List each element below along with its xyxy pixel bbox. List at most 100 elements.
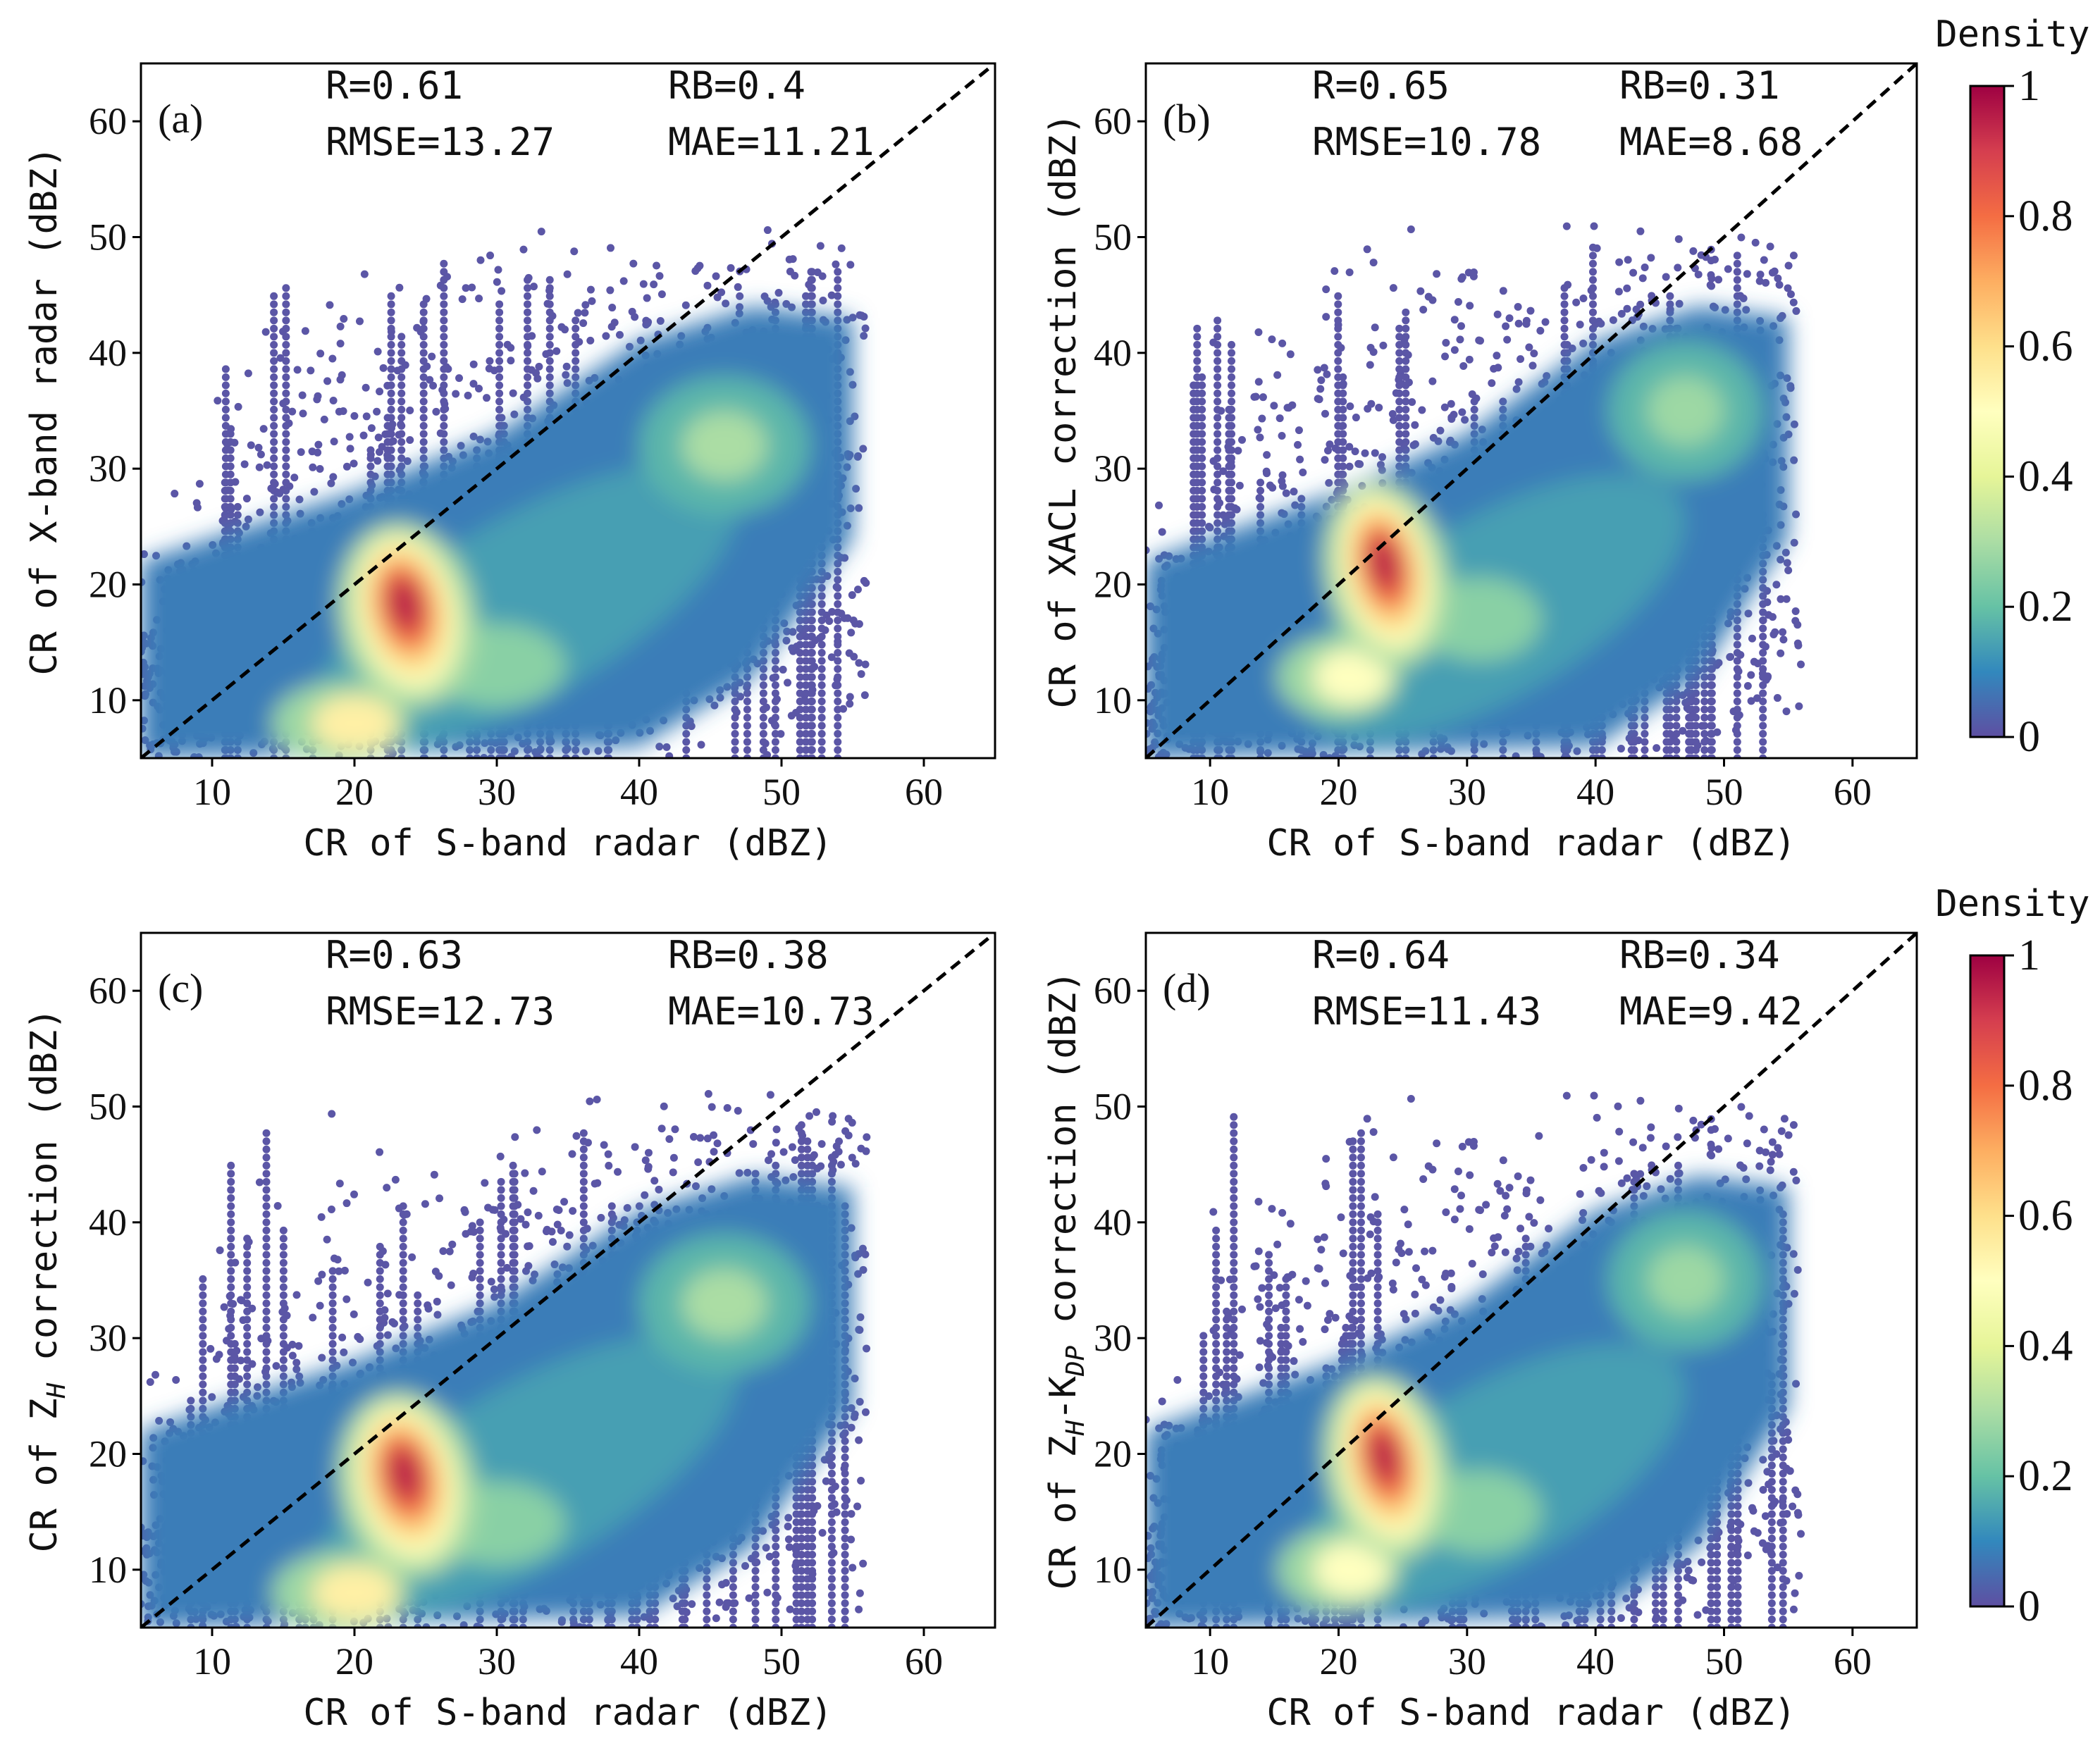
scatter-point bbox=[1322, 313, 1330, 321]
scatter-point bbox=[1447, 1284, 1456, 1293]
scatter-point bbox=[1514, 378, 1523, 386]
scatter-point bbox=[395, 283, 404, 292]
scatter-point bbox=[475, 385, 483, 393]
x-tick-label: 10 bbox=[193, 771, 231, 813]
scatter-point bbox=[1786, 382, 1795, 390]
scatter-point bbox=[1321, 409, 1329, 418]
scatter-point bbox=[141, 550, 148, 559]
scatter-point bbox=[593, 1096, 601, 1104]
scatter-point bbox=[827, 291, 836, 299]
scatter-point bbox=[710, 1148, 718, 1156]
scatter-point bbox=[510, 410, 519, 419]
scatter-point bbox=[1321, 1325, 1329, 1334]
y-tick-label: 60 bbox=[89, 100, 127, 142]
scatter-point bbox=[1411, 1309, 1419, 1318]
scatter-point bbox=[1323, 1315, 1332, 1324]
scatter-point bbox=[1286, 350, 1295, 359]
scatter-point bbox=[328, 1110, 336, 1118]
scatter-point bbox=[639, 280, 648, 288]
scatter-point bbox=[791, 1156, 799, 1165]
scatter-point bbox=[256, 508, 264, 516]
scatter-point bbox=[1772, 581, 1781, 589]
scatter-point bbox=[860, 332, 868, 340]
scatter-point bbox=[669, 1594, 677, 1603]
scatter-point bbox=[763, 297, 772, 305]
x-tick-label: 20 bbox=[335, 1640, 373, 1683]
scatter-point bbox=[1367, 399, 1376, 408]
scatter-point bbox=[615, 330, 624, 339]
scatter-point bbox=[292, 1365, 301, 1373]
scatter-point bbox=[1389, 1285, 1397, 1294]
scatter-point bbox=[299, 409, 307, 418]
scatter-point bbox=[1235, 481, 1244, 490]
scatter-point bbox=[1689, 1116, 1698, 1125]
scatter-point bbox=[1418, 406, 1426, 414]
scatter-point bbox=[338, 1333, 347, 1342]
scatter-point bbox=[1541, 318, 1550, 326]
scatter-point bbox=[840, 614, 848, 622]
scatter-point bbox=[1797, 1530, 1805, 1538]
scatter-point bbox=[827, 653, 836, 662]
x-tick-label: 30 bbox=[478, 771, 516, 813]
density-peak-main-ring bbox=[387, 577, 423, 632]
y-axis-label: CR of XACL correction (dBZ) bbox=[1042, 113, 1085, 708]
scatter-point bbox=[562, 362, 571, 371]
stat-rb: RB=0.31 bbox=[1619, 63, 1780, 108]
scatter-point bbox=[406, 407, 414, 415]
scatter-point bbox=[534, 1211, 543, 1220]
panel-label: (a) bbox=[158, 96, 203, 142]
scatter-point bbox=[1774, 1144, 1782, 1152]
scatter-point bbox=[1615, 1127, 1624, 1136]
scatter-point bbox=[1797, 660, 1805, 669]
scatter-point bbox=[476, 256, 485, 264]
scatter-point bbox=[1488, 379, 1496, 388]
scatter-point bbox=[855, 1436, 863, 1444]
scatter-point bbox=[383, 1184, 391, 1192]
scatter-point bbox=[1710, 255, 1719, 264]
scatter-point bbox=[1388, 1280, 1397, 1288]
scatter-point bbox=[1371, 1193, 1379, 1201]
scatter-point bbox=[766, 1091, 774, 1099]
scatter-point bbox=[424, 1301, 432, 1310]
scatter-point bbox=[818, 272, 827, 280]
scatter-point bbox=[1321, 1279, 1329, 1287]
scatter-point bbox=[1330, 267, 1339, 275]
stat-mae: MAE=8.68 bbox=[1619, 120, 1803, 164]
axes-frame bbox=[1144, 62, 1918, 760]
scatter-point bbox=[1235, 1351, 1244, 1359]
y-axis-label: CR of X-band radar (dBZ) bbox=[23, 146, 66, 675]
scatter-point bbox=[1466, 1171, 1474, 1179]
scatter-point bbox=[1296, 455, 1304, 464]
scatter-point bbox=[1411, 421, 1419, 429]
scatter-point bbox=[517, 1215, 525, 1223]
scatter-point bbox=[1590, 1091, 1598, 1100]
scatter-point bbox=[1736, 1161, 1745, 1170]
scatter-point bbox=[1441, 352, 1450, 361]
scatter-point bbox=[1793, 639, 1802, 648]
scatter-point bbox=[854, 1270, 863, 1278]
scatter-point bbox=[1375, 403, 1383, 411]
scatter-point bbox=[1579, 339, 1588, 347]
scatter-point bbox=[852, 485, 860, 493]
scatter-point bbox=[1458, 1142, 1466, 1151]
scatter-point bbox=[791, 271, 799, 280]
scatter-point bbox=[1514, 1247, 1523, 1256]
scatter-point bbox=[1590, 222, 1598, 230]
scatter-point bbox=[1424, 1162, 1433, 1170]
scatter-point bbox=[789, 1172, 798, 1181]
y-tick-label: 30 bbox=[89, 1317, 127, 1359]
stat-r: R=0.61 bbox=[326, 63, 463, 108]
scatter-point bbox=[822, 1477, 830, 1485]
x-tick-label: 10 bbox=[1191, 771, 1229, 813]
scatter-point bbox=[490, 1285, 498, 1294]
scatter-point bbox=[1762, 1148, 1770, 1156]
scatter-point bbox=[762, 1544, 770, 1552]
scatter-point bbox=[1315, 1265, 1323, 1273]
scatter-point bbox=[447, 1281, 455, 1289]
scatter-point bbox=[1454, 297, 1462, 306]
scatter-point bbox=[1782, 595, 1791, 603]
scatter-point bbox=[336, 340, 345, 348]
scatter-point bbox=[261, 328, 270, 336]
axes-frame bbox=[140, 931, 996, 1629]
scatter-point bbox=[1756, 271, 1765, 279]
